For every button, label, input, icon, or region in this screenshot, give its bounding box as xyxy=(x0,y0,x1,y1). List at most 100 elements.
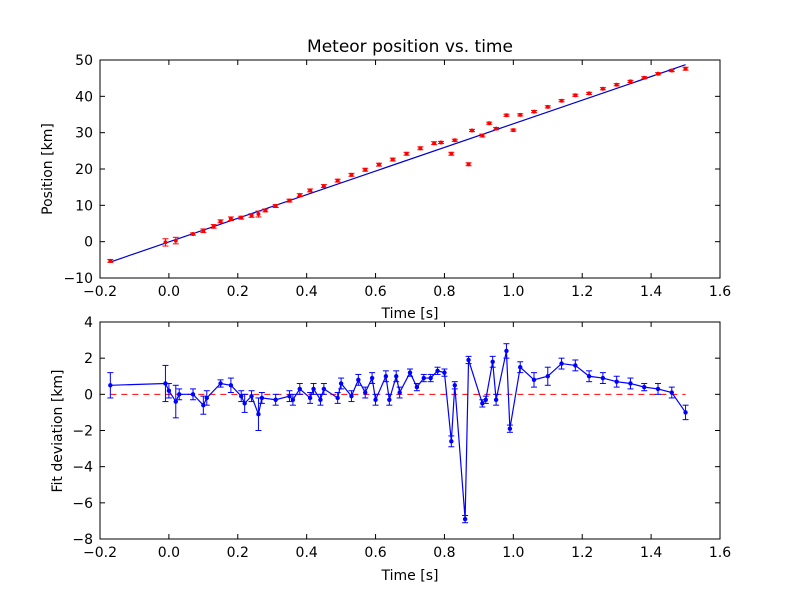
position-point xyxy=(256,212,261,217)
position-point xyxy=(452,138,457,143)
position-x-tick-label: 0.8 xyxy=(433,284,455,300)
deviation-point xyxy=(173,399,178,404)
deviation-point xyxy=(190,392,196,397)
deviation-point xyxy=(531,377,537,383)
position-point xyxy=(228,216,233,221)
deviation-point xyxy=(290,397,296,402)
deviation-point xyxy=(493,397,499,402)
deviation-point xyxy=(642,384,647,390)
deviation-y-tick-label: 2 xyxy=(84,351,93,367)
position-x-tick-label: 0.2 xyxy=(227,284,249,300)
position-point xyxy=(239,215,244,220)
deviation-ticks: −0.2 0.0 0.2 0.4 0.6 0.8 1.0 1.2 1.4 1.6 −8 −6 −4 −2 0… xyxy=(72,315,731,561)
deviation-point xyxy=(349,393,354,399)
position-chart: Meteor position vs. time −0.2 0.0 0.2 0.4 0.… xyxy=(40,37,731,322)
position-point xyxy=(390,157,395,162)
position-point xyxy=(669,68,674,73)
deviation-point xyxy=(559,361,564,366)
deviation-x-axis-label: Time [s] xyxy=(381,568,439,584)
deviation-y-tick-label: −2 xyxy=(72,424,93,440)
position-point xyxy=(432,141,437,146)
deviation-point xyxy=(228,383,234,388)
deviation-point xyxy=(407,370,413,375)
deviation-point xyxy=(177,392,182,397)
position-point xyxy=(518,112,523,117)
deviation-point xyxy=(318,397,323,402)
deviation-point xyxy=(249,393,254,399)
position-point xyxy=(480,133,485,138)
deviation-y-tick-label: 4 xyxy=(84,315,93,331)
position-point xyxy=(335,178,340,183)
position-point xyxy=(587,91,592,96)
position-y-tick-label: 0 xyxy=(84,235,93,251)
position-x-tick-label: 0.0 xyxy=(158,284,180,300)
position-y-tick-label: 20 xyxy=(75,162,93,178)
deviation-marks xyxy=(107,343,689,524)
deviation-x-tick-label: 0.2 xyxy=(227,545,249,561)
deviation-point xyxy=(297,386,302,392)
position-y-tick-label: 10 xyxy=(75,198,93,214)
deviation-point xyxy=(518,365,523,370)
position-point xyxy=(494,126,499,131)
deviation-point xyxy=(259,395,265,401)
position-point xyxy=(308,188,313,193)
deviation-x-tick-label: 1.6 xyxy=(709,545,731,561)
deviation-point xyxy=(335,395,340,401)
position-point xyxy=(504,113,509,118)
deviation-y-tick-label: −6 xyxy=(72,496,93,512)
position-y-tick-label: 50 xyxy=(75,53,93,69)
deviation-point xyxy=(356,377,361,383)
position-point xyxy=(656,71,660,76)
deviation-point xyxy=(242,401,247,406)
deviation-chart: −0.2 0.0 0.2 0.4 0.6 0.8 1.0 1.2 1.4 1.6 −8 −6 −4 −2 0… xyxy=(50,315,731,584)
deviation-y-tick-label: −8 xyxy=(72,532,93,548)
position-point xyxy=(683,66,688,71)
deviation-point xyxy=(435,368,440,374)
position-point xyxy=(191,232,195,237)
position-y-axis-label: Position [km] xyxy=(40,123,56,215)
position-x-tick-label: 1.2 xyxy=(571,284,593,300)
position-point xyxy=(487,121,492,126)
position-point xyxy=(532,109,536,114)
position-x-tick-label: 1.4 xyxy=(640,284,662,300)
deviation-point xyxy=(462,516,468,522)
position-point xyxy=(404,151,409,156)
position-point xyxy=(273,204,278,209)
deviation-point xyxy=(311,386,316,392)
position-point xyxy=(466,162,471,167)
deviation-point xyxy=(218,381,223,386)
deviation-point xyxy=(239,393,244,399)
deviation-point xyxy=(507,426,513,431)
position-x-tick-label: −0.2 xyxy=(83,284,117,300)
deviation-point xyxy=(428,375,433,381)
position-point xyxy=(377,162,381,167)
position-point xyxy=(470,128,474,133)
position-point xyxy=(287,198,292,203)
deviation-point xyxy=(449,439,454,444)
position-point xyxy=(449,151,454,156)
position-point xyxy=(573,93,578,98)
deviation-point xyxy=(504,348,509,354)
position-point xyxy=(321,184,326,189)
deviation-point xyxy=(373,397,378,402)
deviation-point xyxy=(545,374,550,379)
deviation-point xyxy=(338,381,344,386)
position-point xyxy=(545,104,550,109)
deviation-point xyxy=(442,370,447,375)
deviation-x-tick-label: 1.0 xyxy=(502,545,524,561)
deviation-point xyxy=(307,395,313,401)
position-x-tick-label: 1.6 xyxy=(709,284,731,300)
position-point xyxy=(628,79,633,84)
deviation-point xyxy=(628,381,633,386)
position-point xyxy=(173,238,178,243)
position-y-tick-label: −10 xyxy=(63,271,93,287)
deviation-point xyxy=(201,402,206,408)
deviation-point xyxy=(108,383,113,388)
deviation-point xyxy=(387,397,392,402)
deviation-x-tick-label: 0.4 xyxy=(296,545,318,561)
deviation-point xyxy=(394,374,399,379)
deviation-point xyxy=(683,410,688,415)
position-point xyxy=(163,240,168,245)
